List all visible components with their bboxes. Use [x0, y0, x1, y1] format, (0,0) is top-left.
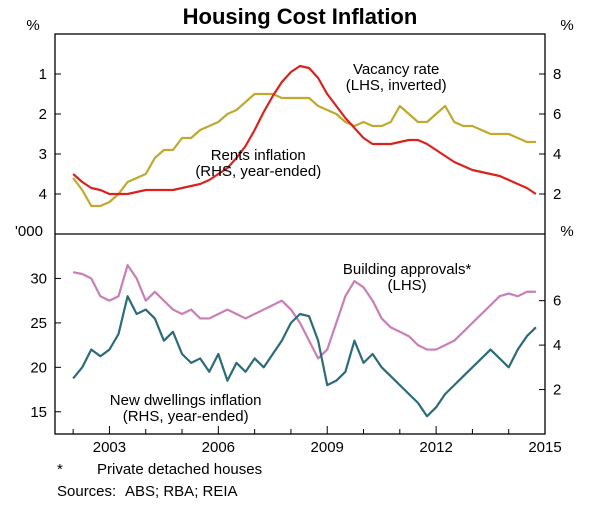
svg-text:2015: 2015: [528, 439, 561, 456]
svg-text:4: 4: [553, 337, 561, 354]
svg-text:2009: 2009: [311, 439, 344, 456]
svg-text:(LHS): (LHS): [387, 277, 426, 294]
svg-text:20: 20: [30, 359, 47, 376]
svg-text:%: %: [560, 223, 573, 240]
svg-text:8: 8: [553, 66, 561, 83]
svg-text:6: 6: [553, 293, 561, 310]
svg-text:ABS; RBA; REIA: ABS; RBA; REIA: [125, 483, 238, 500]
svg-text:4: 4: [39, 186, 47, 203]
svg-text:6: 6: [553, 106, 561, 123]
svg-text:30: 30: [30, 270, 47, 287]
svg-text:2003: 2003: [93, 439, 126, 456]
svg-text:2: 2: [553, 186, 561, 203]
svg-text:Vacancy rate: Vacancy rate: [353, 61, 439, 78]
chart-title: Housing Cost Inflation: [0, 4, 600, 30]
svg-text:(LHS, inverted): (LHS, inverted): [346, 77, 447, 94]
svg-text:2012: 2012: [419, 439, 452, 456]
svg-text:(RHS, year-ended): (RHS, year-ended): [123, 408, 249, 425]
svg-text:2006: 2006: [202, 439, 235, 456]
svg-text:15: 15: [30, 404, 47, 421]
svg-text:4: 4: [553, 146, 561, 163]
svg-text:(RHS, year-ended): (RHS, year-ended): [195, 163, 321, 180]
svg-text:Private detached houses: Private detached houses: [97, 461, 262, 478]
svg-text:Sources:: Sources:: [57, 483, 116, 500]
svg-text:Building approvals*: Building approvals*: [343, 261, 472, 278]
svg-text:2: 2: [39, 106, 47, 123]
svg-text:1: 1: [39, 66, 47, 83]
svg-text:2: 2: [553, 382, 561, 399]
svg-text:25: 25: [30, 315, 47, 332]
chart-container: Housing Cost Inflation 20032006200920122…: [0, 0, 600, 511]
svg-text:New dwellings inflation: New dwellings inflation: [110, 392, 262, 409]
svg-text:Rents inflation: Rents inflation: [211, 147, 306, 164]
svg-text:'000: '000: [15, 223, 43, 240]
chart-svg: 2003200620092012201512342468%%1520253024…: [0, 0, 600, 511]
svg-text:*: *: [57, 461, 63, 478]
svg-text:3: 3: [39, 146, 47, 163]
